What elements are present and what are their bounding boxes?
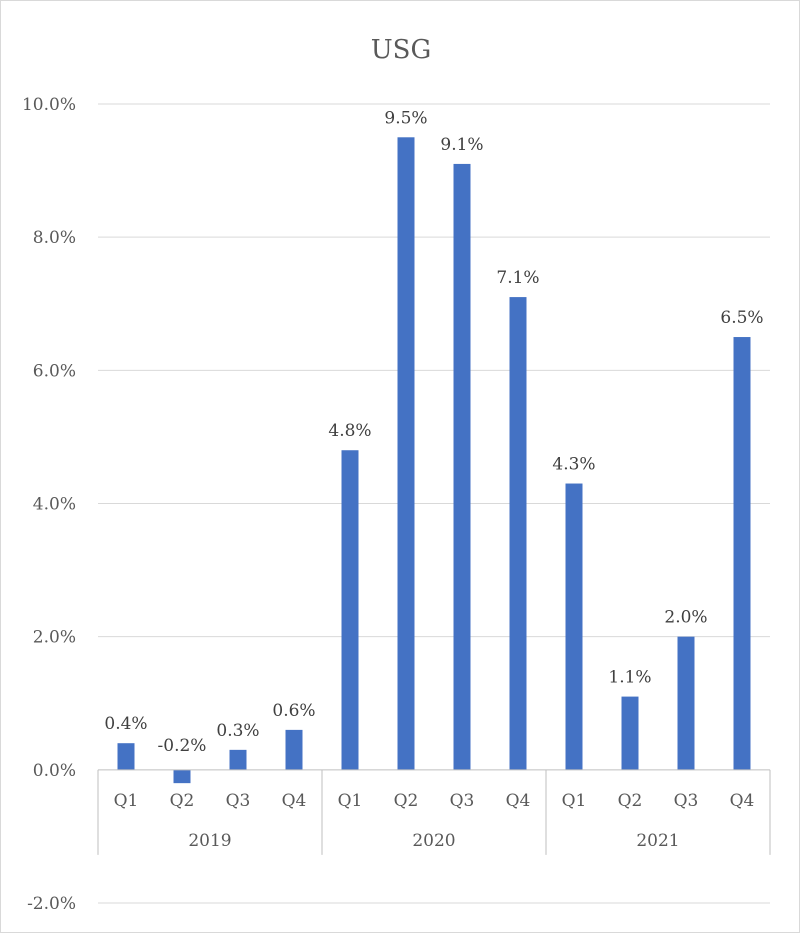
- y-tick-label: 0.0%: [33, 761, 76, 781]
- bar: [285, 729, 303, 770]
- x-category-label: Q4: [506, 791, 531, 811]
- data-label: 1.1%: [608, 668, 651, 688]
- bar: [341, 450, 359, 770]
- data-label: 7.1%: [496, 268, 539, 288]
- x-group-label: 2020: [412, 831, 455, 851]
- x-category-label: Q1: [338, 791, 363, 811]
- gridlines: [98, 103, 770, 904]
- data-label: 9.1%: [440, 135, 483, 155]
- x-category-label: Q2: [170, 791, 195, 811]
- data-label: 0.6%: [272, 701, 315, 721]
- data-label: 0.4%: [104, 714, 147, 734]
- y-axis-tick-labels: 10.0% 8.0% 6.0% 4.0% 2.0% 0.0% -2.0%: [22, 95, 76, 914]
- data-label: 2.0%: [664, 608, 707, 628]
- x-category-label: Q1: [114, 791, 139, 811]
- bar: [565, 483, 583, 770]
- data-label: -0.2%: [158, 736, 207, 756]
- y-tick-label: 8.0%: [33, 228, 76, 248]
- x-category-label: Q2: [618, 791, 643, 811]
- bar: [621, 696, 639, 770]
- x-category-label: Q3: [450, 791, 475, 811]
- y-tick-label: 2.0%: [33, 628, 76, 648]
- x-group-label: 2019: [188, 831, 231, 851]
- bar: [677, 636, 695, 770]
- y-tick-label: 6.0%: [33, 361, 76, 381]
- bar: [173, 769, 191, 784]
- bar: [117, 743, 135, 770]
- data-label: 4.8%: [328, 421, 371, 441]
- x-category-label: Q2: [394, 791, 419, 811]
- bar: [453, 163, 471, 770]
- bar: [733, 337, 751, 770]
- x-category-label: Q4: [730, 791, 755, 811]
- y-tick-label: -2.0%: [27, 894, 76, 914]
- data-label: 0.3%: [216, 721, 259, 741]
- x-category-label: Q1: [562, 791, 587, 811]
- data-labels: 0.4% -0.2% 0.3% 0.6% 4.8% 9.5% 9.1% 7.1% 4.3% 1.1…: [104, 108, 763, 756]
- bar: [229, 749, 247, 770]
- y-tick-label: 4.0%: [33, 495, 76, 515]
- data-label: 9.5%: [384, 108, 427, 128]
- y-tick-label: 10.0%: [22, 95, 76, 115]
- bar: [397, 137, 415, 770]
- chart-title: USG: [371, 35, 432, 65]
- data-label: 6.5%: [720, 308, 763, 328]
- x-category-label: Q3: [674, 791, 699, 811]
- x-axis: Q1 Q2 Q3 Q4 2019 Q1 Q2 Q3 Q4 2020 Q1 Q2 Q3 Q4 2021: [97, 769, 771, 855]
- data-label: 4.3%: [552, 455, 595, 475]
- bar: [509, 297, 527, 770]
- x-group-label: 2021: [636, 831, 679, 851]
- x-category-label: Q3: [226, 791, 251, 811]
- x-category-label: Q4: [282, 791, 307, 811]
- bars: [117, 137, 751, 784]
